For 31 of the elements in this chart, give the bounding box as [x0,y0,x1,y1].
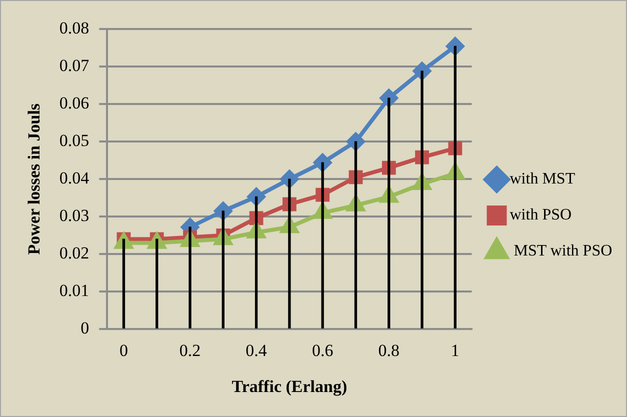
y-tick-label: 0.07 [59,56,90,75]
y-tick-label: 0.04 [59,168,90,188]
x-axis-title: Traffic (Erlang) [232,377,348,396]
x-tick-label: 1 [450,340,460,360]
bar [254,196,258,329]
y-tick-label: 0.01 [59,281,90,300]
y-tick-label: 0.06 [59,94,90,113]
bar [420,70,424,329]
legend-label: MST with PSO [510,242,612,260]
bar [222,210,224,329]
bar [156,238,158,329]
x-tick-label: 0 [119,340,128,360]
bar [454,46,457,329]
legend-label: with MST [510,170,576,188]
x-tick-label: 0.2 [179,340,201,360]
y-tick-label: 0 [80,318,90,338]
y-tick-label: 0.03 [59,206,90,226]
bar [388,98,390,329]
x-tick-label: 0.6 [312,340,334,360]
bar [188,226,192,329]
bar [354,141,358,329]
bar [122,238,126,329]
bar [321,162,324,329]
y-tick-label: 0.08 [59,18,90,38]
bar [288,178,291,329]
y-axis-title: Power losses in Jouls [24,103,44,255]
x-tick-label: 0.4 [246,340,268,360]
y-tick-label: 0.05 [59,131,90,150]
legend-label: with PSO [510,206,572,224]
x-tick-label: 0.8 [378,340,400,360]
y-tick-label: 0.02 [59,244,90,263]
